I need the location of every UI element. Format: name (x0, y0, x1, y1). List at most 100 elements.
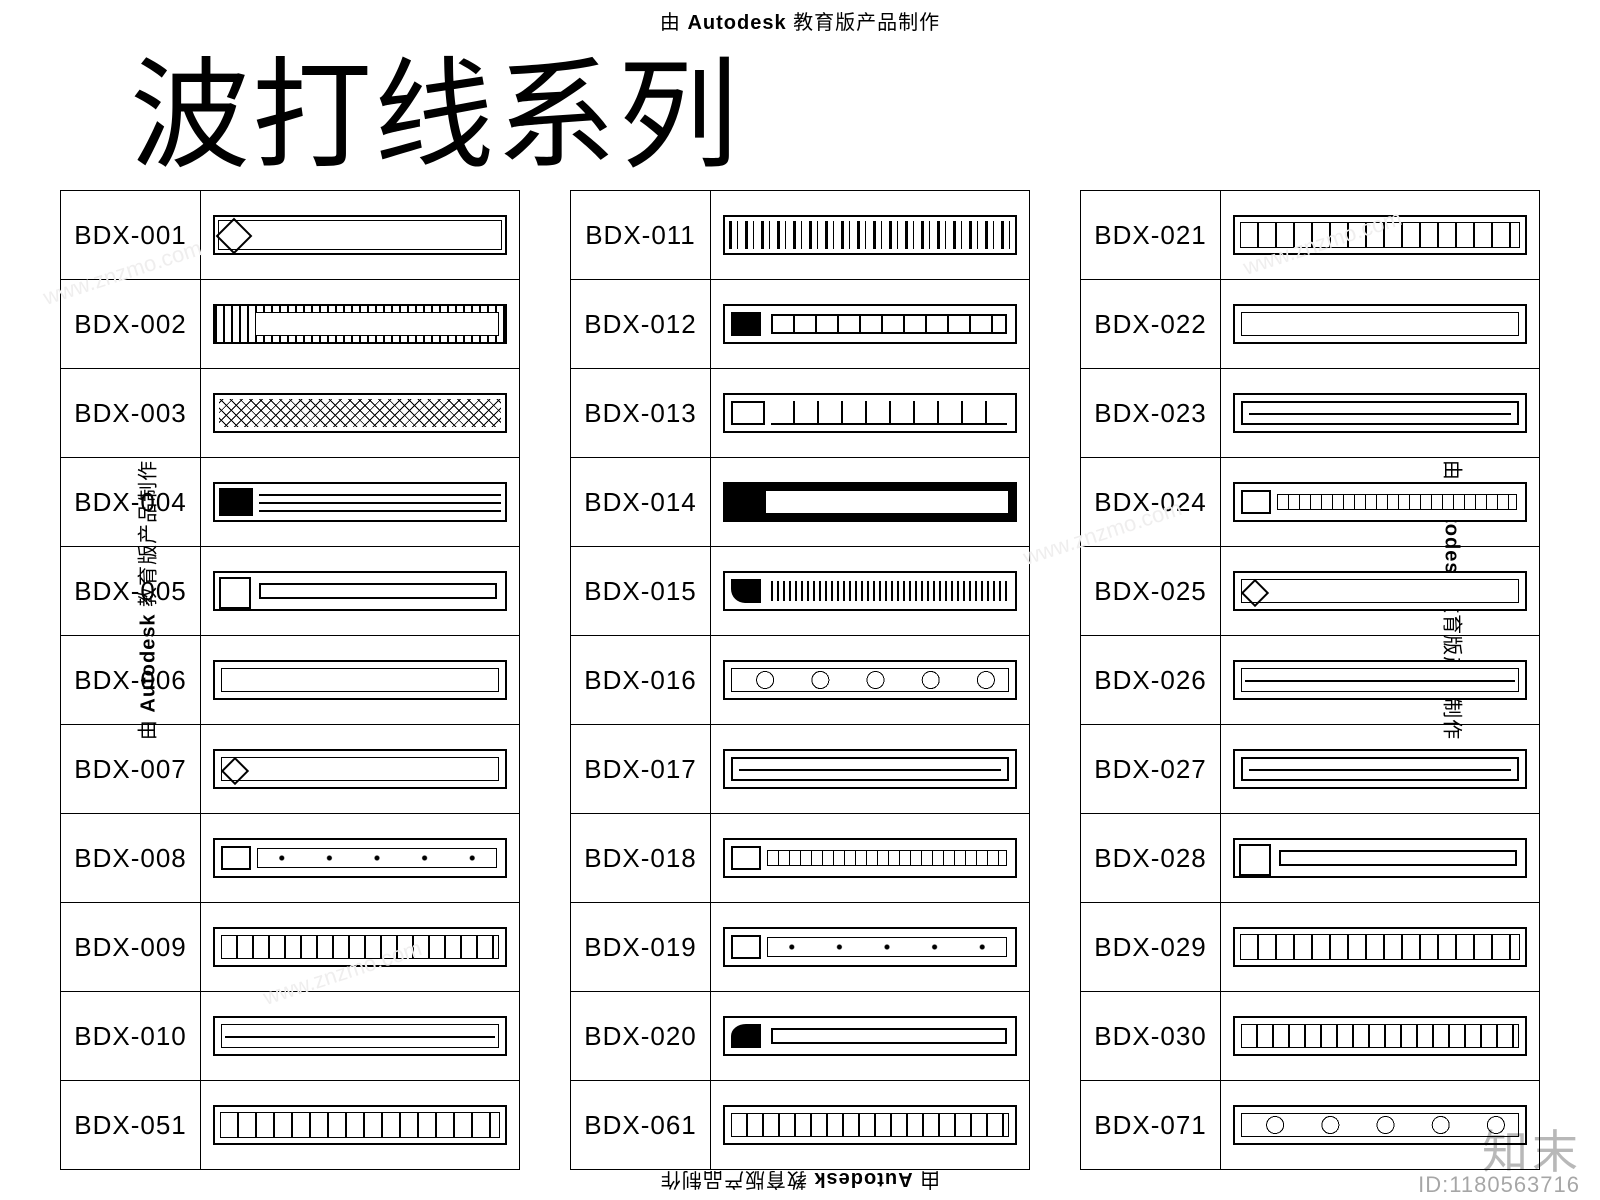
catalog-column: BDX-011BDX-012BDX-013BDX-014BDX-015BDX-0… (570, 190, 1030, 1170)
catalog-row: BDX-027 (1081, 725, 1539, 814)
pattern-swatch-cell (201, 903, 519, 991)
page-title: 波打线系列 (130, 18, 740, 192)
pattern-code-label: BDX-061 (571, 1081, 711, 1169)
catalog-row: BDX-005 (61, 547, 519, 636)
pattern-code-label: BDX-028 (1081, 814, 1221, 902)
pattern-swatch-cell (1221, 992, 1539, 1080)
pattern-code-label: BDX-026 (1081, 636, 1221, 724)
pattern-code-label: BDX-019 (571, 903, 711, 991)
pattern-code-label: BDX-009 (61, 903, 201, 991)
pattern-code-label: BDX-001 (61, 191, 201, 279)
pattern-swatch-cell (711, 191, 1029, 279)
pattern-code-label: BDX-022 (1081, 280, 1221, 368)
catalog-row: BDX-025 (1081, 547, 1539, 636)
pattern-swatch-cell (201, 280, 519, 368)
pattern-code-label: BDX-027 (1081, 725, 1221, 813)
pattern-swatch-cell (1221, 1081, 1539, 1169)
pattern-swatch (213, 482, 507, 522)
catalog-row: BDX-023 (1081, 369, 1539, 458)
catalog-row: BDX-008 (61, 814, 519, 903)
pattern-swatch-cell (201, 636, 519, 724)
catalog-row: BDX-002 (61, 280, 519, 369)
pattern-swatch-cell (201, 369, 519, 457)
catalog-row: BDX-016 (571, 636, 1029, 725)
pattern-swatch-cell (201, 1081, 519, 1169)
pattern-swatch (213, 749, 507, 789)
watermark-id: ID:1180563716 (1418, 1172, 1580, 1198)
catalog-row: BDX-015 (571, 547, 1029, 636)
pattern-swatch-cell (711, 992, 1029, 1080)
pattern-swatch-cell (1221, 903, 1539, 991)
frame-prefix: 由 (913, 1168, 941, 1190)
catalog-row: BDX-007 (61, 725, 519, 814)
pattern-swatch (213, 660, 507, 700)
pattern-swatch (1233, 482, 1527, 522)
pattern-code-label: BDX-025 (1081, 547, 1221, 635)
pattern-swatch-cell (711, 725, 1029, 813)
catalog-row: BDX-029 (1081, 903, 1539, 992)
pattern-swatch-cell (711, 636, 1029, 724)
pattern-swatch (213, 1105, 507, 1145)
pattern-swatch-cell (711, 458, 1029, 546)
pattern-swatch-cell (201, 547, 519, 635)
pattern-swatch (213, 1016, 507, 1056)
pattern-code-label: BDX-023 (1081, 369, 1221, 457)
page: 由 Autodesk 教育版产品制作 由 Autodesk 教育版产品制作 由 … (0, 0, 1600, 1200)
frame-suffix: 教育版产品制作 (787, 12, 941, 34)
pattern-swatch-cell (201, 814, 519, 902)
pattern-swatch-cell (1221, 458, 1539, 546)
catalog-row: BDX-004 (61, 458, 519, 547)
pattern-swatch-cell (711, 369, 1029, 457)
pattern-code-label: BDX-008 (61, 814, 201, 902)
pattern-swatch-cell (1221, 369, 1539, 457)
pattern-swatch (213, 927, 507, 967)
pattern-code-label: BDX-007 (61, 725, 201, 813)
catalog-row: BDX-012 (571, 280, 1029, 369)
pattern-swatch (723, 1105, 1017, 1145)
pattern-code-label: BDX-030 (1081, 992, 1221, 1080)
catalog-row: BDX-018 (571, 814, 1029, 903)
catalog-row: BDX-028 (1081, 814, 1539, 903)
pattern-code-label: BDX-006 (61, 636, 201, 724)
pattern-swatch-cell (1221, 636, 1539, 724)
pattern-swatch (213, 393, 507, 433)
pattern-swatch-cell (201, 992, 519, 1080)
pattern-swatch (723, 571, 1017, 611)
frame-suffix: 教育版产品制作 (660, 1168, 814, 1190)
pattern-swatch (213, 571, 507, 611)
pattern-code-label: BDX-051 (61, 1081, 201, 1169)
frame-text-bottom: 由 Autodesk 教育版产品制作 (660, 1167, 940, 1196)
pattern-swatch (213, 838, 507, 878)
pattern-swatch (1233, 304, 1527, 344)
pattern-swatch (213, 304, 507, 344)
pattern-swatch (723, 927, 1017, 967)
pattern-swatch-cell (1221, 191, 1539, 279)
catalog-row: BDX-071 (1081, 1081, 1539, 1169)
pattern-swatch (1233, 393, 1527, 433)
catalog-row: BDX-014 (571, 458, 1029, 547)
pattern-swatch-cell (711, 1081, 1029, 1169)
pattern-swatch (1233, 749, 1527, 789)
pattern-code-label: BDX-004 (61, 458, 201, 546)
pattern-swatch (723, 482, 1017, 522)
catalog-row: BDX-021 (1081, 191, 1539, 280)
pattern-swatch (1233, 215, 1527, 255)
pattern-swatch-cell (201, 458, 519, 546)
pattern-swatch (723, 1016, 1017, 1056)
pattern-code-label: BDX-029 (1081, 903, 1221, 991)
pattern-swatch-cell (1221, 725, 1539, 813)
pattern-code-label: BDX-015 (571, 547, 711, 635)
catalog-row: BDX-010 (61, 992, 519, 1081)
pattern-swatch (213, 215, 507, 255)
catalog-grid: BDX-001BDX-002BDX-003BDX-004BDX-005BDX-0… (60, 190, 1540, 1170)
pattern-swatch-cell (1221, 814, 1539, 902)
pattern-swatch (723, 838, 1017, 878)
pattern-swatch (723, 304, 1017, 344)
catalog-row: BDX-006 (61, 636, 519, 725)
pattern-code-label: BDX-013 (571, 369, 711, 457)
pattern-swatch-cell (201, 725, 519, 813)
catalog-row: BDX-051 (61, 1081, 519, 1169)
pattern-swatch (723, 393, 1017, 433)
pattern-code-label: BDX-005 (61, 547, 201, 635)
pattern-swatch-cell (201, 191, 519, 279)
